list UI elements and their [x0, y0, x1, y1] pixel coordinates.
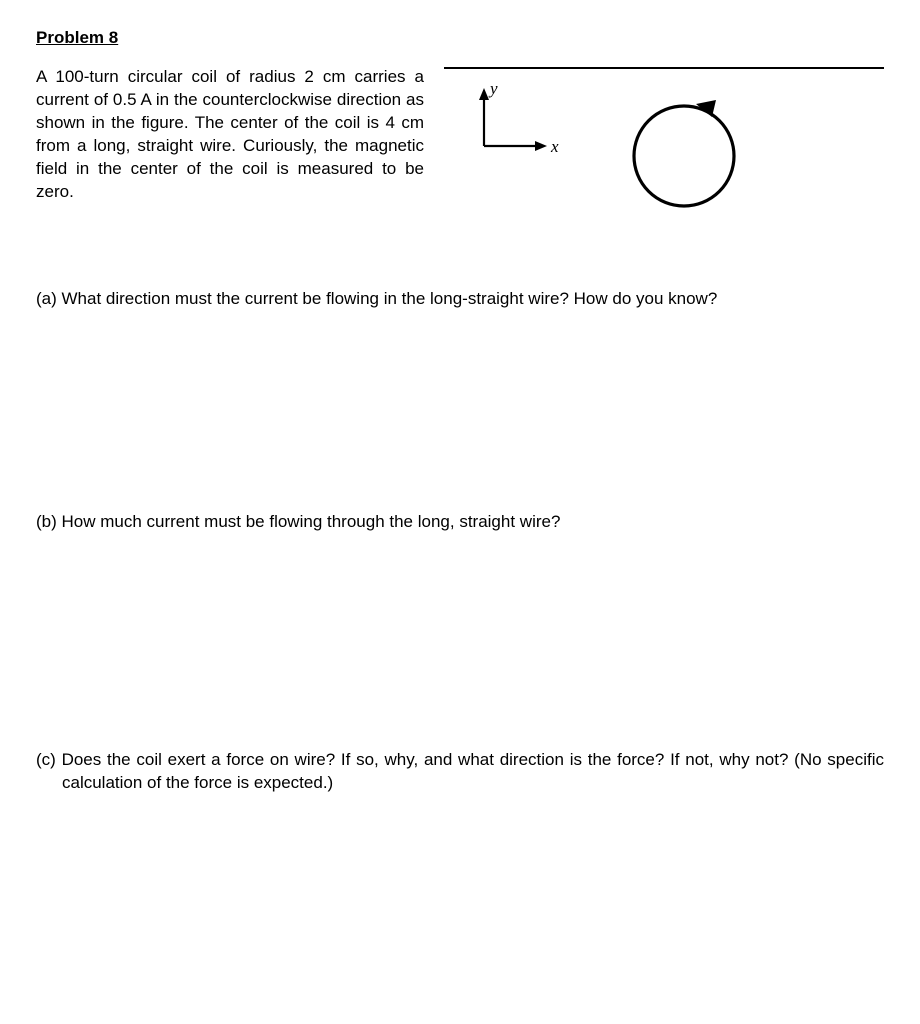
svg-text:y: y — [488, 79, 498, 98]
problem-statement: A 100-turn circular coil of radius 2 cm … — [36, 66, 424, 204]
problem-title: Problem 8 — [36, 28, 884, 48]
svg-text:x: x — [550, 137, 559, 156]
part-a: (a) What direction must the current be f… — [36, 288, 884, 311]
figure: yx — [444, 66, 884, 226]
part-c: (c) Does the coil exert a force on wire?… — [36, 749, 884, 795]
part-b: (b) How much current must be flowing thr… — [36, 511, 884, 534]
intro-row: A 100-turn circular coil of radius 2 cm … — [36, 66, 884, 226]
figure-svg: yx — [444, 66, 884, 226]
